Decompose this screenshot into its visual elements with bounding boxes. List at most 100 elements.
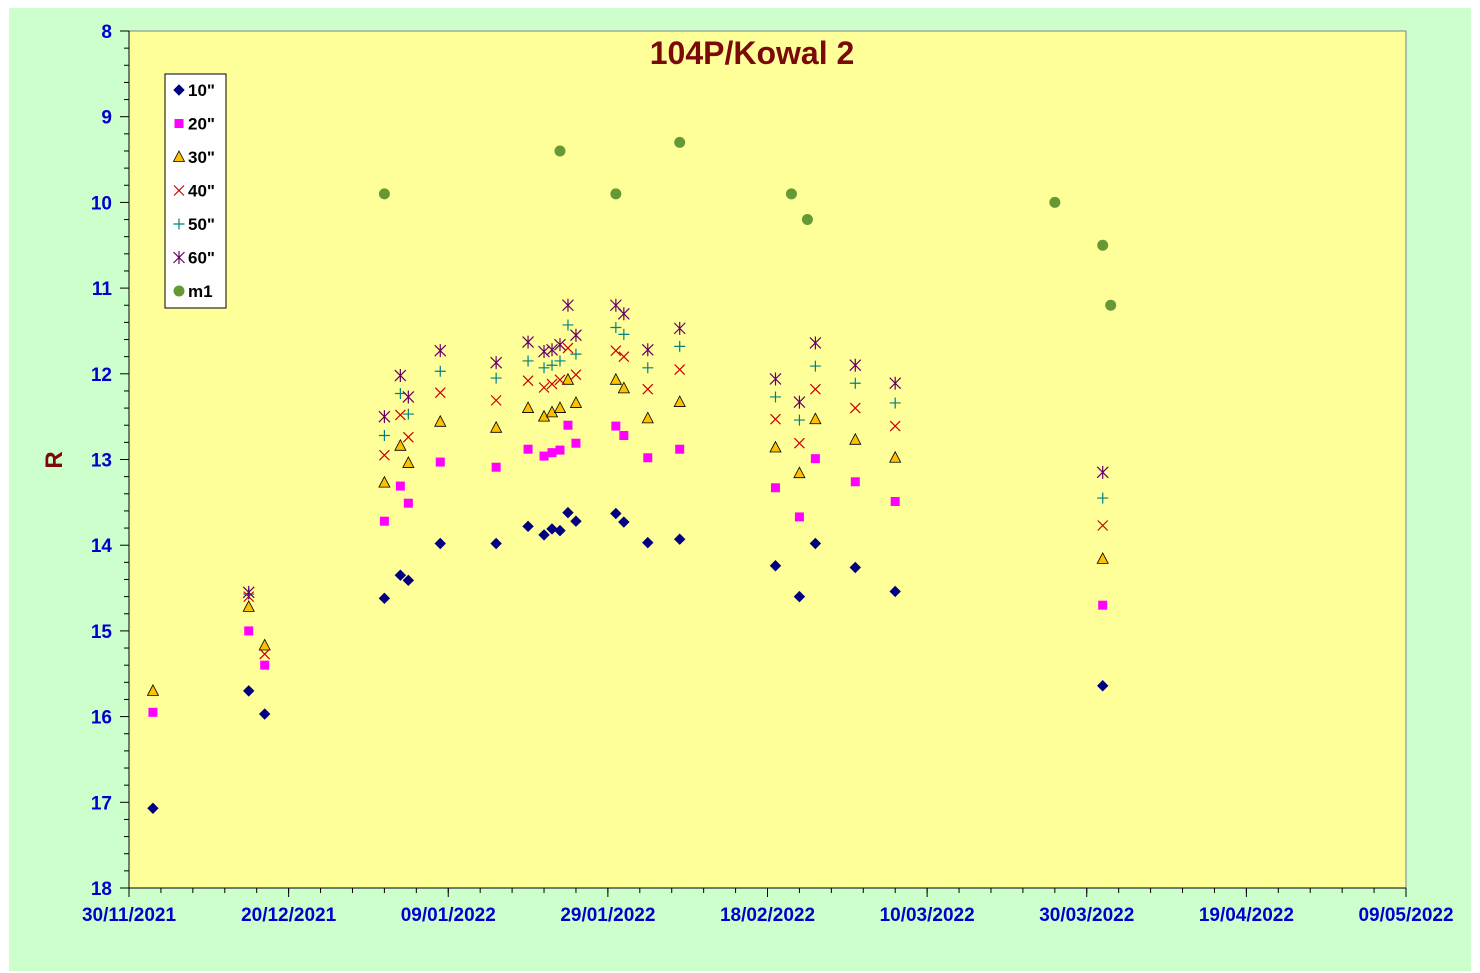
data-point	[770, 413, 781, 425]
data-point	[794, 512, 804, 522]
y-tick-label: 18	[91, 879, 112, 900]
data-point	[785, 188, 797, 200]
data-point	[394, 369, 407, 383]
y-axis: 8 9 10 11 12 13 14 15 16 17 18	[91, 22, 130, 900]
legend-marker	[173, 285, 185, 297]
data-point	[849, 402, 861, 414]
series-7	[378, 136, 1117, 311]
data-point	[490, 372, 502, 384]
data-point	[538, 529, 550, 541]
data-point	[434, 537, 446, 550]
data-point	[1097, 492, 1109, 504]
data-point	[1097, 520, 1109, 531]
data-point	[243, 685, 255, 697]
data-point	[538, 345, 550, 359]
series-5	[243, 319, 1109, 600]
chart-title: 104P/Kowal 2	[650, 35, 855, 71]
y-axis-label: R	[41, 451, 68, 468]
data-point	[617, 307, 630, 321]
y-tick-label: 8	[101, 22, 112, 43]
data-point	[562, 298, 574, 312]
legend-label: 60"	[188, 249, 215, 268]
data-point	[611, 421, 621, 431]
data-point	[522, 335, 534, 349]
series-3	[146, 372, 1109, 696]
legend-marker	[172, 150, 186, 162]
data-point	[793, 466, 806, 479]
data-point	[889, 397, 901, 409]
data-point	[809, 336, 822, 350]
data-point	[489, 420, 503, 433]
y-tick-label: 12	[91, 365, 112, 386]
data-point	[555, 445, 565, 455]
data-point	[547, 448, 557, 458]
data-point	[643, 453, 653, 463]
legend-label: 40"	[188, 182, 215, 201]
data-point	[434, 414, 447, 427]
data-point	[1105, 299, 1117, 311]
data-point	[378, 475, 391, 488]
data-point	[673, 533, 686, 545]
y-tick-label: 16	[91, 708, 112, 729]
data-point	[538, 362, 550, 374]
data-point	[538, 382, 550, 393]
data-point	[769, 391, 781, 403]
legend-marker	[173, 218, 185, 230]
data-point	[610, 322, 622, 334]
data-point	[1097, 239, 1109, 251]
data-point	[809, 537, 822, 550]
data-point	[554, 355, 566, 367]
y-tick-label: 9	[101, 108, 112, 129]
data-point	[617, 381, 630, 394]
data-point	[571, 438, 581, 448]
data-point	[675, 444, 685, 454]
data-point	[148, 707, 158, 717]
data-point	[260, 660, 270, 670]
y-tick-label: 15	[91, 622, 113, 643]
x-tick-label: 19/04/2022	[1199, 905, 1294, 926]
data-point	[889, 585, 901, 598]
data-point	[769, 440, 782, 453]
series-6	[242, 298, 1109, 599]
data-point	[570, 515, 582, 527]
x-tick-label: 29/01/2022	[560, 905, 655, 926]
data-point	[554, 374, 566, 386]
series-2	[148, 420, 1108, 717]
data-point	[793, 590, 806, 603]
x-tick-label: 18/02/2022	[720, 905, 815, 926]
legend-marker	[173, 251, 185, 264]
data-point	[546, 359, 558, 371]
legend-marker	[173, 185, 185, 196]
data-point	[402, 456, 415, 468]
data-point	[522, 520, 534, 533]
data-point	[618, 328, 630, 340]
y-tick-label: 13	[91, 451, 112, 472]
data-point	[801, 214, 813, 226]
data-point	[378, 410, 391, 424]
data-point	[810, 454, 820, 464]
data-point	[642, 383, 654, 395]
data-point	[794, 437, 805, 449]
data-point	[674, 340, 686, 352]
data-point	[554, 338, 566, 352]
x-axis: 30/11/2021 20/12/2021 09/01/2022 29/01/2022…	[82, 887, 1454, 926]
data-point	[570, 328, 582, 342]
data-point	[378, 430, 390, 442]
data-point	[546, 523, 558, 535]
data-point	[618, 516, 630, 528]
data-point	[402, 390, 415, 404]
legend-box	[164, 73, 227, 309]
data-point	[770, 483, 780, 493]
data-point	[641, 343, 654, 357]
data-point	[562, 506, 574, 519]
data-point	[403, 498, 413, 508]
data-point	[563, 420, 573, 430]
data-point	[619, 431, 629, 441]
data-point	[435, 457, 445, 467]
data-point	[402, 431, 414, 443]
data-point	[394, 388, 406, 400]
data-point	[491, 462, 501, 472]
data-point	[147, 802, 159, 815]
data-point	[394, 438, 407, 451]
